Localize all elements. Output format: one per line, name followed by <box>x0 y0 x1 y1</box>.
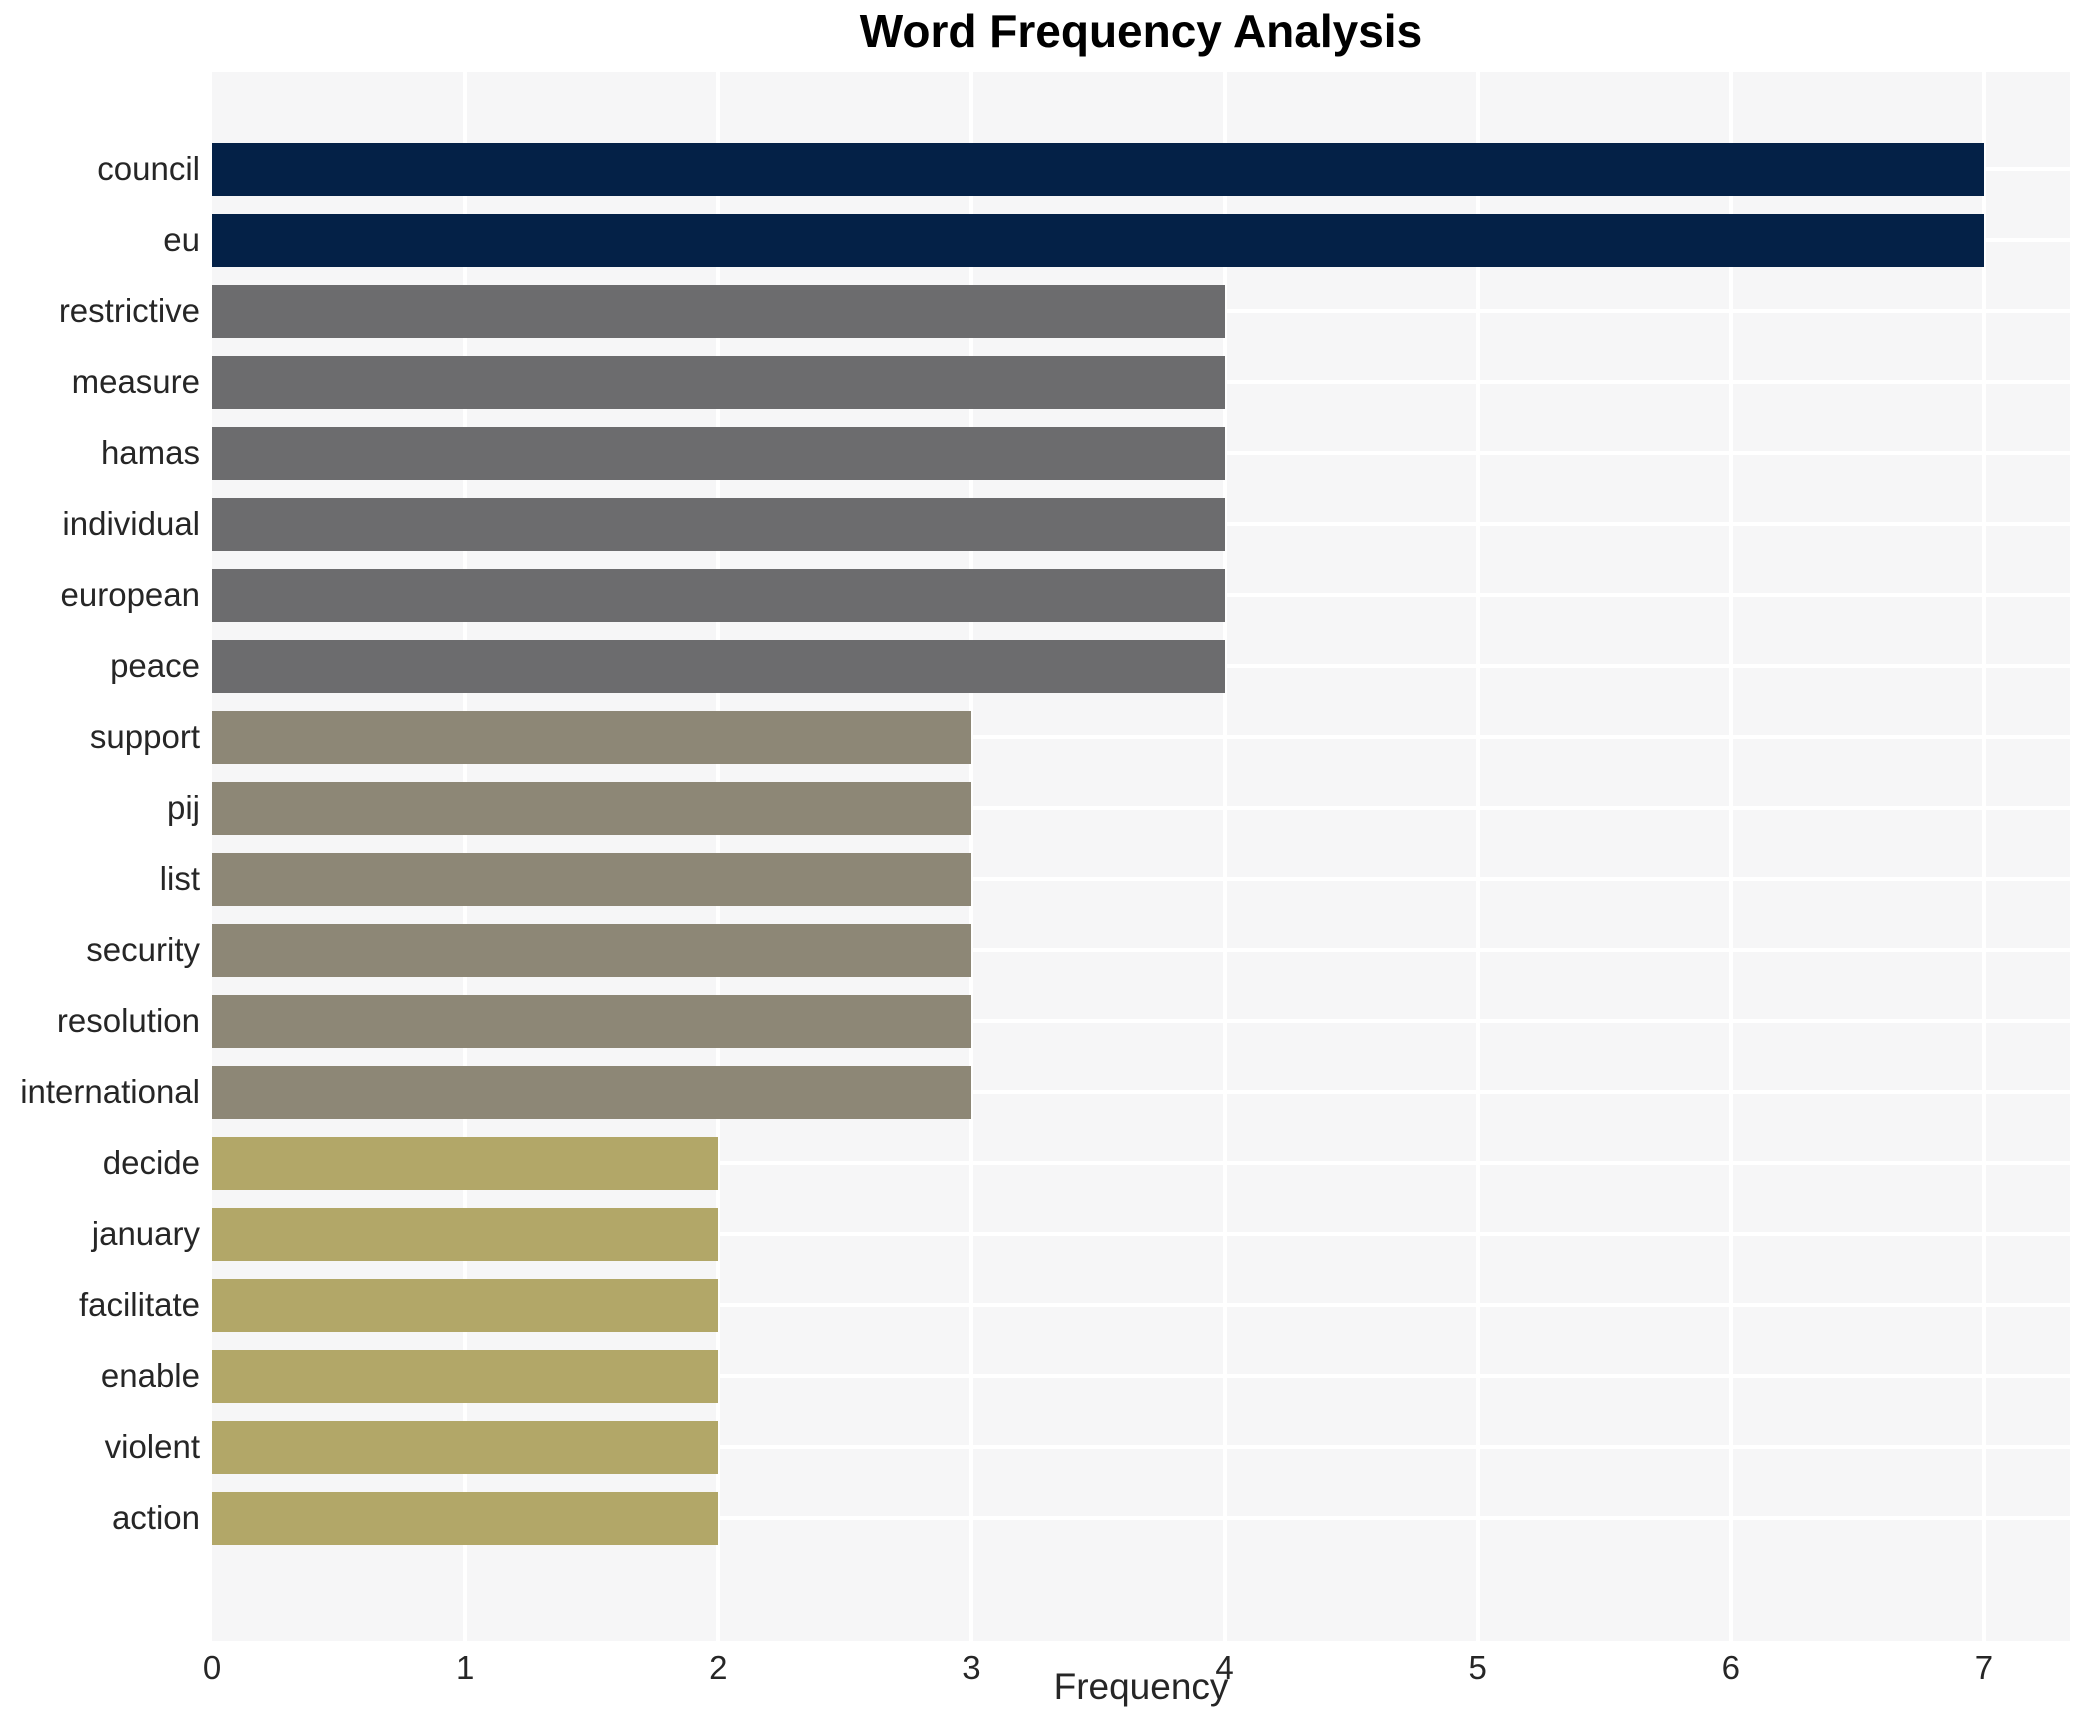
bar-support <box>212 710 972 764</box>
x-tick-label-7: 7 <box>1974 1649 1994 1686</box>
category-label-eu: eu <box>163 221 200 258</box>
x-tick-label-5: 5 <box>1468 1649 1487 1686</box>
gridline-row-pij <box>212 806 2070 810</box>
category-label-decide: decide <box>102 1144 200 1181</box>
gridline-x-5 <box>1475 72 1480 1641</box>
category-label-action: action <box>111 1499 200 1536</box>
category-label-january: january <box>91 1215 200 1252</box>
bar-list <box>212 852 972 906</box>
x-tick-label-3: 3 <box>962 1649 981 1686</box>
category-label-peace: peace <box>110 647 200 684</box>
x-axis-title: Frequency <box>1053 1666 1229 1707</box>
gridline-row-security <box>212 948 2070 952</box>
bar-resolution <box>212 994 972 1048</box>
category-label-international: international <box>20 1073 200 1110</box>
gridline-x-4 <box>1222 72 1227 1641</box>
bar-decide <box>212 1136 719 1190</box>
gridline-row-facilitate <box>212 1303 2070 1307</box>
gridline-x-7 <box>1981 72 1986 1641</box>
gridline-row-enable <box>212 1374 2070 1378</box>
category-label-resolution: resolution <box>56 1002 200 1039</box>
bar-violent <box>212 1420 719 1474</box>
gridline-row-support <box>212 735 2070 739</box>
bar-peace <box>212 639 1225 693</box>
bar-facilitate <box>212 1278 719 1332</box>
category-label-measure: measure <box>71 363 200 400</box>
gridline-x-6 <box>1728 72 1733 1641</box>
plot-area <box>212 72 2070 1641</box>
gridline-row-action <box>212 1516 2070 1520</box>
category-label-european: european <box>60 576 200 613</box>
bar-action <box>212 1491 719 1545</box>
category-label-facilitate: facilitate <box>78 1286 200 1323</box>
gridline-row-international <box>212 1090 2070 1094</box>
category-label-list: list <box>159 860 200 897</box>
bar-security <box>212 923 972 977</box>
gridline-row-list <box>212 877 2070 881</box>
category-label-enable: enable <box>100 1357 200 1394</box>
category-label-security: security <box>86 931 200 968</box>
bar-eu <box>212 213 1984 267</box>
bar-individual <box>212 497 1225 551</box>
x-tick-label-4: 4 <box>1215 1649 1234 1686</box>
bar-international <box>212 1065 972 1119</box>
category-label-restrictive: restrictive <box>58 292 200 329</box>
x-tick-label-2: 2 <box>709 1649 728 1686</box>
bar-european <box>212 568 1225 622</box>
category-label-violent: violent <box>104 1428 200 1465</box>
bar-enable <box>212 1349 719 1403</box>
category-label-support: support <box>89 718 200 755</box>
gridline-row-decide <box>212 1161 2070 1165</box>
x-tick-label-1: 1 <box>455 1649 475 1686</box>
category-label-council: council <box>97 150 200 187</box>
category-label-individual: individual <box>62 505 200 542</box>
bar-restrictive <box>212 284 1225 338</box>
chart-title: Word Frequency Analysis <box>859 5 1423 57</box>
x-tick-label-6: 6 <box>1721 1649 1740 1686</box>
bar-council <box>212 142 1984 196</box>
bar-january <box>212 1207 719 1261</box>
bar-measure <box>212 355 1225 409</box>
gridline-row-resolution <box>212 1019 2070 1023</box>
gridline-row-violent <box>212 1445 2070 1449</box>
gridline-row-january <box>212 1232 2070 1236</box>
gridline-x-3 <box>969 72 974 1641</box>
x-tick-label-0: 0 <box>202 1649 222 1686</box>
category-label-pij: pij <box>166 789 200 826</box>
bar-hamas <box>212 426 1225 480</box>
category-label-hamas: hamas <box>100 434 200 471</box>
bar-pij <box>212 781 972 835</box>
